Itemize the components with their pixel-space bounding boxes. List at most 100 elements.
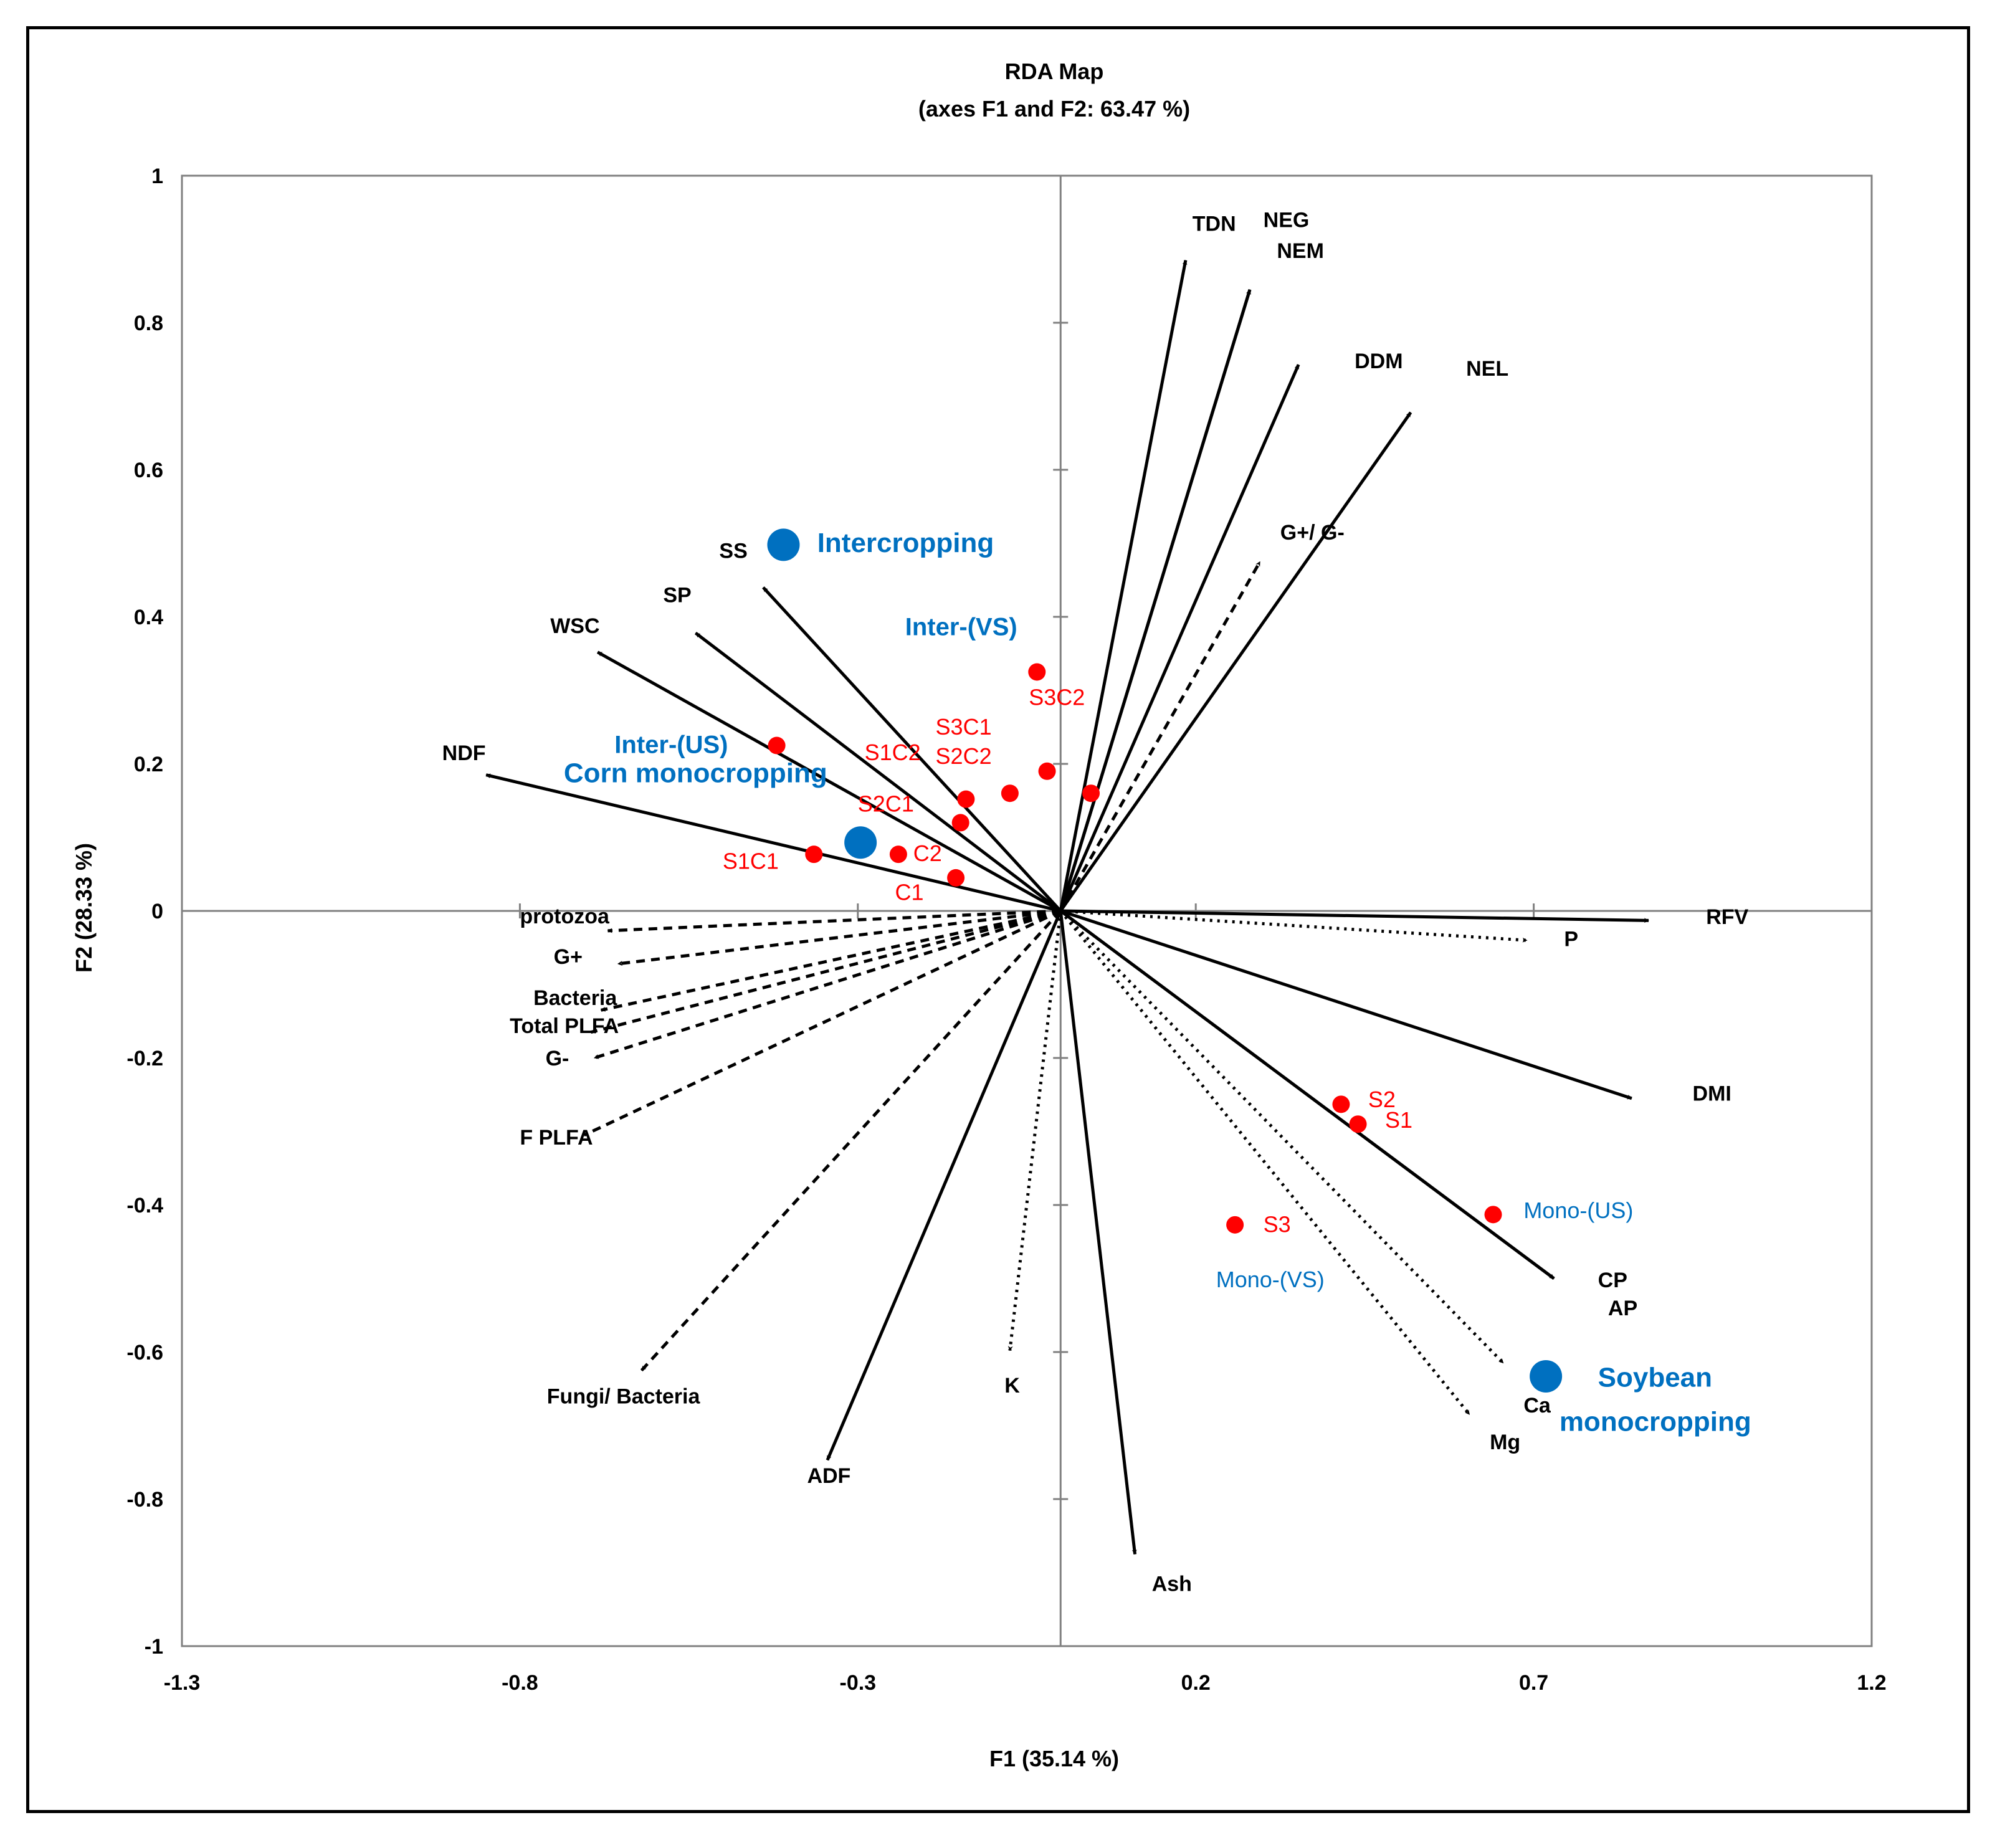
observation-label-s3c2: S3C2 [1029, 685, 1085, 710]
vector-label-k: K [1004, 1374, 1020, 1398]
observation-label-s1c2: S1C2 [865, 740, 921, 765]
vector-layer [485, 259, 1649, 1555]
vector-label-rfv: RFV [1706, 905, 1748, 929]
vector-label-g-g: G+/ G- [1280, 521, 1345, 545]
vector-ca [1059, 910, 1505, 1365]
group-label-soybean: Soybean [1598, 1362, 1712, 1393]
observation-point-s2 [1332, 1095, 1350, 1113]
x-tick-label: 0.2 [1181, 1671, 1211, 1695]
vector-tdn [1059, 259, 1188, 912]
rda-chart: RDA Map (axes F1 and F2: 63.47 %) F1 (35… [71, 59, 1887, 1771]
vector-k [1007, 910, 1062, 1351]
vector-fungi-bacteria [640, 910, 1062, 1372]
vector-g [593, 909, 1061, 1060]
observation-point-s1 [1349, 1115, 1367, 1133]
chart-frame: RDA Map (axes F1 and F2: 63.47 %) F1 (35… [26, 26, 1970, 1813]
chart-title: RDA Map [1005, 59, 1104, 84]
observation-point-s2c2 [1001, 784, 1019, 803]
y-tick-label: 0.8 [134, 312, 163, 335]
vector-label-wsc: WSC [550, 614, 599, 638]
label-layer: TDN NEG NEM DDM NEL SS SP WSC NDF RFV DMI CP AP ADF As… [442, 209, 1751, 1596]
vector-label-cp: CP [1598, 1269, 1627, 1292]
vector-label-ap: AP [1608, 1297, 1637, 1320]
vector-g-g [1059, 561, 1262, 912]
observation-label-s2c2: S2C2 [936, 743, 992, 769]
vector-p [1060, 909, 1528, 943]
observation-point-s2c1 [951, 814, 969, 832]
y-tick-label: -1 [145, 1635, 163, 1659]
vector-ndf [485, 773, 1061, 913]
vector-label-protozoa: protozoa [520, 905, 610, 928]
vector-sp [694, 631, 1062, 912]
vector-label-tdn: TDN [1193, 212, 1236, 236]
group-label-mono-us: Mono-(US) [1523, 1198, 1633, 1223]
y-tick-label: 0.6 [134, 459, 163, 482]
vector-nem [1059, 289, 1252, 912]
observation-layer [767, 528, 1563, 1393]
group-label-mono-vs: Mono-(VS) [1216, 1267, 1325, 1292]
vector-mg [1059, 910, 1471, 1416]
x-axis-label: F1 (35.14 %) [989, 1746, 1119, 1771]
group-label-intercropping: Intercropping [817, 528, 994, 558]
vector-dmi [1060, 909, 1632, 1100]
vector-label-g: G- [546, 1047, 569, 1070]
observation-point-s3c2 [1028, 663, 1046, 681]
observation-point-s1c1 [805, 845, 823, 864]
vector-ddm [1059, 364, 1300, 912]
x-tick-label: 1.2 [1857, 1671, 1886, 1695]
vector-label-g: G+ [554, 945, 583, 969]
x-tick-label: -1.3 [164, 1671, 201, 1695]
vector-ss [762, 586, 1062, 912]
vector-label-p: P [1564, 928, 1578, 951]
vector-total-plfa [590, 909, 1061, 1034]
group-label-corn-monocropping: Corn monocropping [564, 758, 827, 789]
vector-g [617, 909, 1061, 966]
vector-label-mg: Mg [1490, 1431, 1520, 1454]
vector-label-neg: NEG [1264, 209, 1310, 232]
vector-label-bacteria: Bacteria [533, 986, 617, 1010]
axis-ticks: -1.3 -0.8 -0.3 0.2 0.7 1.2 1 0.8 0.6 0.4 0.2 0 -0.2 -… [126, 164, 1886, 1695]
observation-label-s2: S2 [1368, 1087, 1396, 1112]
x-tick-label: -0.3 [840, 1671, 877, 1695]
y-tick-label: 0 [151, 900, 163, 923]
group-label-monocropping: monocropping [1560, 1406, 1751, 1437]
observation-point-c1 [947, 869, 965, 887]
centroid-corn-monocropping [844, 826, 877, 859]
y-tick-label: -0.6 [126, 1341, 163, 1365]
vector-label-nem: NEM [1277, 239, 1324, 263]
observation-point-s3 [1226, 1216, 1244, 1234]
y-tick-label: -0.2 [126, 1047, 163, 1070]
observation-label-s2c1: S2C1 [858, 791, 914, 817]
vector-label-adf: ADF [807, 1464, 850, 1488]
vector-ap [1059, 909, 1555, 1280]
vector-label-fungi-bacteria: Fungi/ Bacteria [547, 1385, 701, 1409]
vector-label-sp: SP [663, 583, 691, 607]
vector-ash [1059, 910, 1137, 1555]
vector-label-nel: NEL [1466, 357, 1508, 381]
vector-label-ca: Ca [1523, 1394, 1551, 1417]
vector-rfv [1060, 909, 1649, 923]
observation-label-s1c1: S1C1 [723, 849, 779, 874]
chart-subtitle: (axes F1 and F2: 63.47 %) [918, 96, 1190, 121]
observation-point-s3c1 [957, 790, 975, 808]
vector-label-f-plfa: F PLFA [520, 1126, 593, 1150]
y-tick-label: 1 [151, 164, 163, 188]
observation-point-c2 [889, 845, 907, 864]
vector-label-ddm: DDM [1355, 350, 1403, 373]
observation-label-s3: S3 [1264, 1212, 1291, 1237]
observation-point [1484, 1206, 1502, 1224]
centroid-soybean-monocropping [1530, 1360, 1563, 1393]
group-label-inter-us: Inter-(US) [614, 731, 728, 758]
vector-wsc [596, 650, 1062, 913]
vector-label-dmi: DMI [1693, 1082, 1731, 1105]
vector-label-ash: Ash [1152, 1573, 1192, 1596]
observation-point [1082, 784, 1100, 803]
vector-nel [1059, 411, 1412, 912]
x-tick-label: -0.8 [502, 1671, 538, 1695]
group-label-inter-vs: Inter-(VS) [905, 614, 1017, 641]
vector-label-total-plfa: Total PLFA [510, 1014, 619, 1038]
y-axis-label: F2 (28.33 %) [71, 843, 97, 973]
vector-label-ss: SS [719, 540, 747, 563]
observation-label-s1: S1 [1385, 1107, 1412, 1133]
y-tick-label: 0.2 [134, 753, 163, 776]
